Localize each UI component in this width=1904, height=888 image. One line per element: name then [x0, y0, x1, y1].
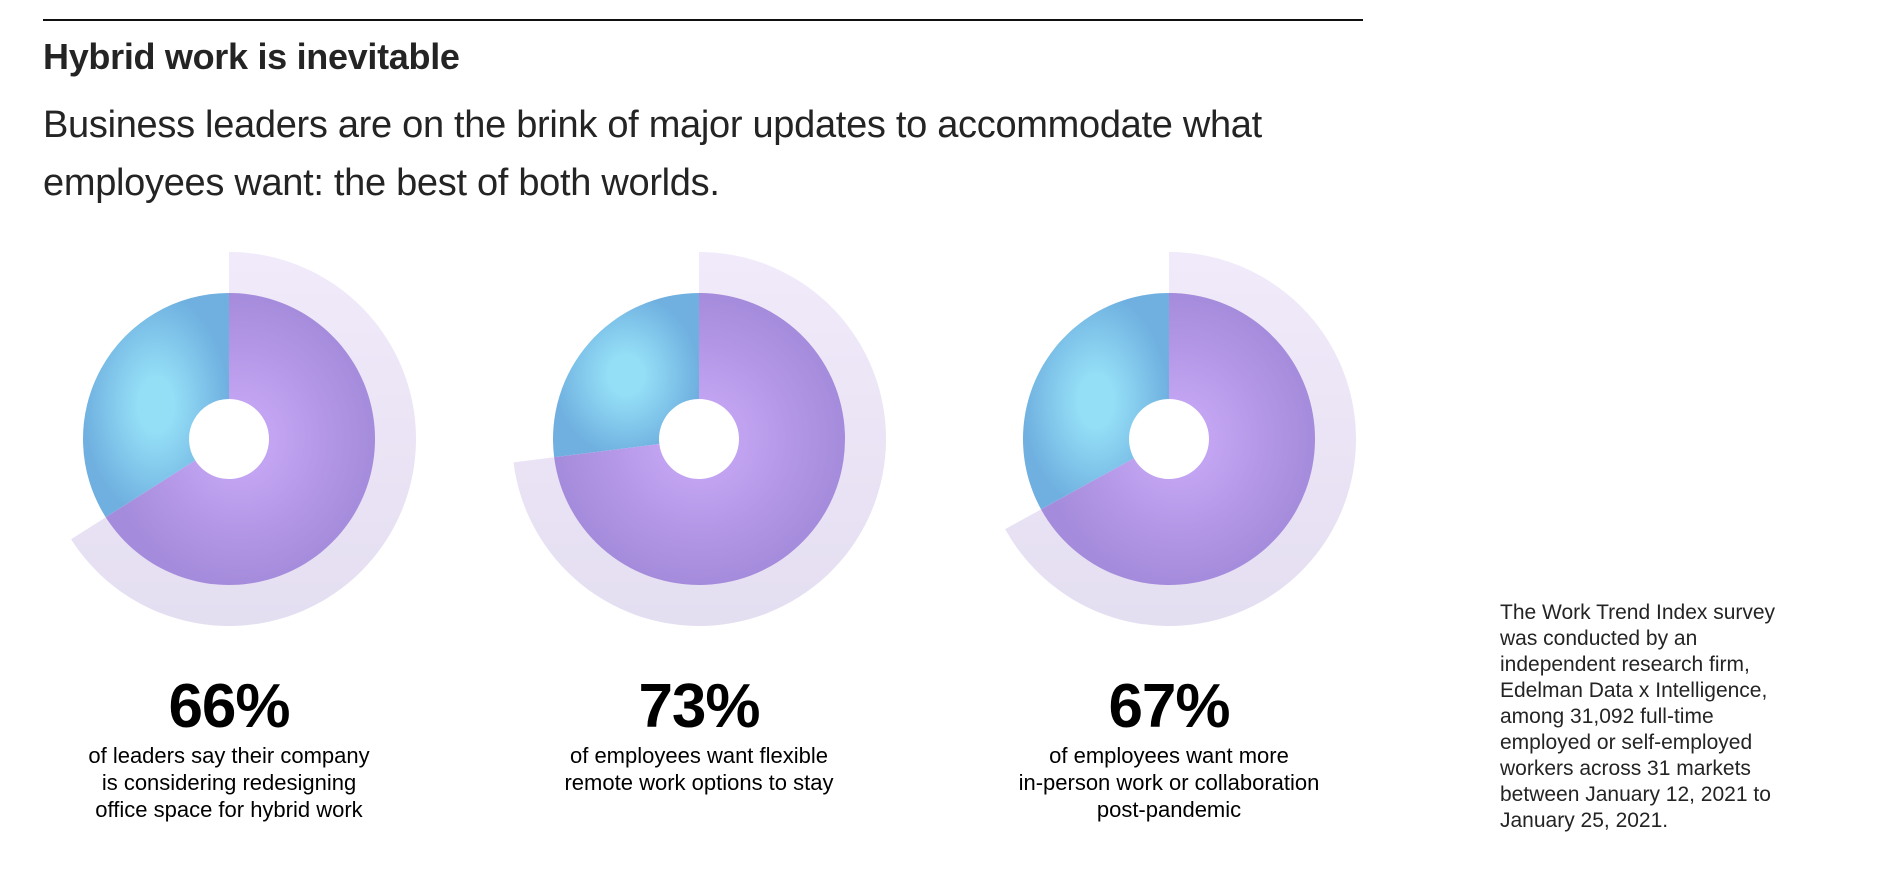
caption-line: remote work options to stay	[564, 770, 834, 795]
remainder-slice	[1022, 293, 1169, 510]
stat-percent: 66%	[168, 672, 290, 741]
footnote-line: between January 12, 2021 to	[1500, 783, 1771, 806]
caption-line: post-pandemic	[1096, 797, 1242, 822]
stat-percent: 67%	[1108, 672, 1230, 741]
stat-1: 66% of leaders say their company is cons…	[19, 672, 439, 823]
stat-caption: of employees want more in-person work or…	[959, 742, 1379, 823]
page-title: Hybrid work is inevitable	[43, 36, 460, 77]
header-rule	[43, 19, 1363, 21]
footnote-line: The Work Trend Index survey	[1500, 601, 1776, 624]
remainder-slice	[552, 293, 699, 458]
value-slice	[554, 293, 845, 585]
value-slice	[1041, 293, 1315, 585]
footnote-line: was conducted by an	[1500, 627, 1698, 650]
stat-3: 67% of employees want more in-person wor…	[959, 672, 1379, 823]
value-slice	[105, 293, 376, 586]
caption-line: of employees want flexible	[569, 743, 829, 768]
caption-line: is considering redesigning	[101, 770, 357, 795]
remainder-slice	[83, 293, 229, 518]
stat-caption: of employees want flexible remote work o…	[489, 742, 909, 796]
footnote-line: workers across 31 markets	[1500, 757, 1751, 780]
caption-line: office space for hybrid work	[95, 797, 363, 822]
footnote-line: January 25, 2021.	[1500, 809, 1669, 832]
survey-footnote: The Work Trend Index survey was conducte…	[1500, 600, 1775, 834]
stat-caption: of leaders say their company is consider…	[19, 742, 439, 823]
caption-line: in-person work or collaboration	[1018, 770, 1320, 795]
stat-2: 73% of employees want flexible remote wo…	[489, 672, 909, 796]
caption-line: of leaders say their company	[88, 743, 370, 768]
footnote-line: Edelman Data x Intelligence,	[1500, 679, 1768, 702]
stat-percent: 73%	[638, 672, 760, 741]
footnote-line: employed or self-employed	[1500, 731, 1753, 754]
page-subtitle: Business leaders are on the brink of maj…	[43, 104, 1262, 204]
footnote-line: independent research firm,	[1500, 653, 1750, 676]
caption-line: of employees want more	[1049, 743, 1289, 768]
footnote-line: among 31,092 full-time	[1500, 705, 1714, 728]
